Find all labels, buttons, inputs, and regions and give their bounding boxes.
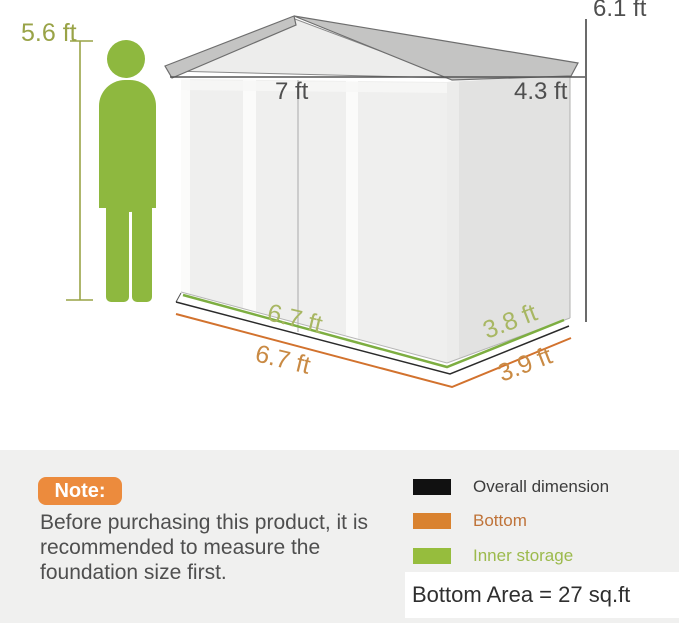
front-panel-gap	[243, 80, 256, 321]
legend-row-bottom: Bottom	[413, 511, 527, 531]
person-figure	[99, 40, 156, 302]
shed-corner-trim	[447, 81, 459, 363]
bottom-swatch	[413, 513, 451, 529]
legend-row-overall: Overall dimension	[413, 477, 609, 497]
shed-body	[180, 75, 571, 364]
label-side-depth: 4.3 ft	[514, 78, 568, 105]
legend-label-bottom: Bottom	[473, 511, 527, 530]
base-left-corner-line	[175, 292, 182, 303]
inner-storage-outline	[182, 293, 565, 369]
front-panel-gap	[181, 79, 190, 294]
legend-row-inner: Inner storage	[413, 546, 573, 566]
front-top-band	[181, 80, 447, 93]
note-badge-label: Note:	[54, 479, 106, 502]
info-panel: Note: Before purchasing this product, it…	[0, 450, 679, 623]
note-badge: Note:	[38, 477, 122, 505]
label-bottom-depth: 3.9 ft	[494, 342, 556, 388]
person-height-measure-line	[66, 40, 93, 301]
bottom-outline	[175, 313, 572, 389]
shed-roof	[164, 15, 579, 81]
inner-storage-swatch	[413, 548, 451, 564]
legend-label-inner: Inner storage	[473, 546, 574, 565]
label-bottom-width: 6.7 ft	[253, 340, 314, 380]
overall-dimension-swatch	[413, 479, 451, 495]
overall-base-outline	[175, 301, 570, 375]
roof-right-plane	[293, 15, 579, 81]
shed-side-face	[447, 75, 570, 363]
roof-left-strip	[164, 15, 297, 79]
label-front-width: 7 ft	[275, 78, 309, 105]
label-overall-height: 6.1 ft	[593, 0, 647, 22]
legend-label-overall: Overall dimension	[473, 477, 610, 496]
bottom-area-strip: Bottom Area = 27 sq.ft	[405, 572, 679, 618]
note-text: Before purchasing this product, it is re…	[40, 511, 369, 584]
label-person-height: 5.6 ft	[21, 19, 77, 47]
front-bottom-edge	[180, 291, 448, 364]
bottom-area-text: Bottom Area = 27 sq.ft	[412, 582, 631, 607]
shed-dimension-diagram: 5.6 ft 6.1 ft 7 ft 4.3 ft 6.7 ft 6.7 ft …	[21, 0, 647, 389]
front-panel-gap	[346, 81, 358, 347]
